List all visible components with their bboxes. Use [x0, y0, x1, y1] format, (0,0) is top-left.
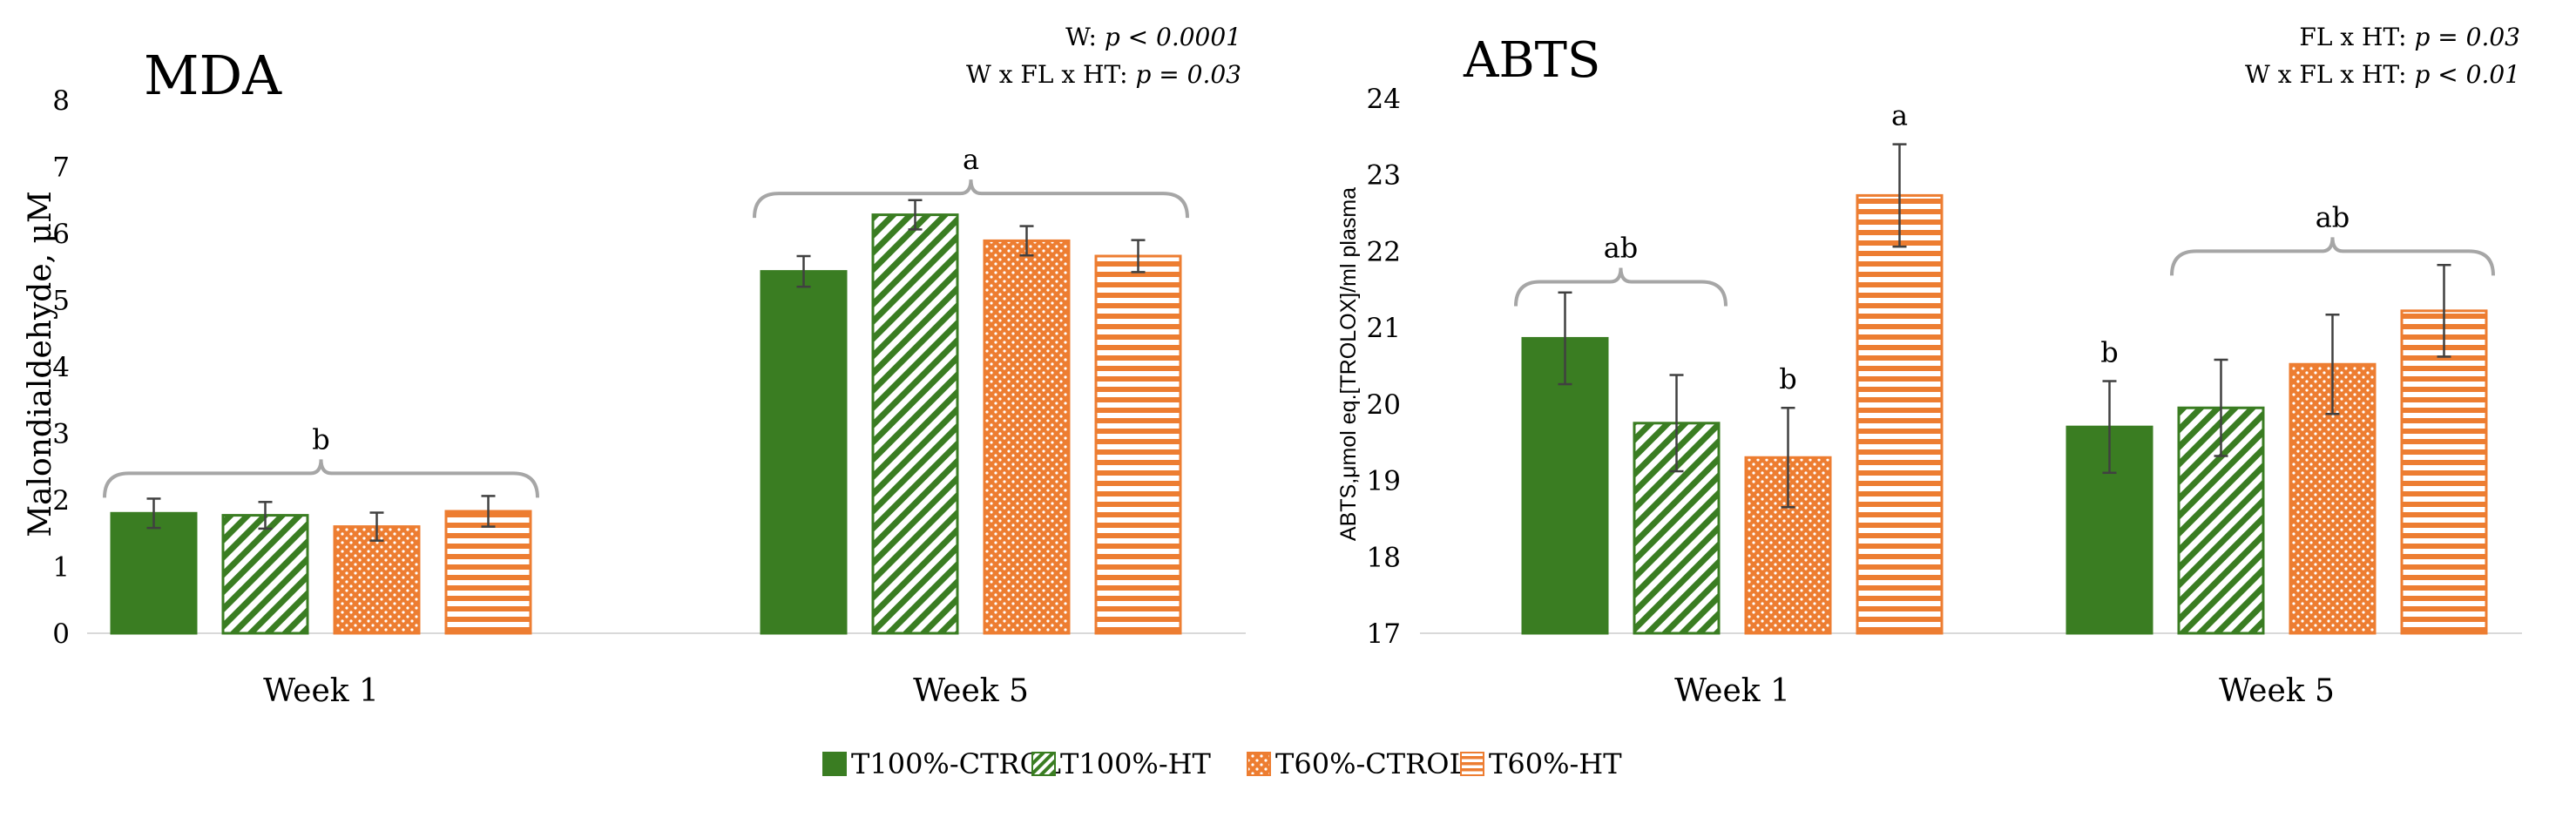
y-tick-label: 8 [52, 85, 70, 117]
y-tick-label: 24 [1367, 84, 1401, 115]
bars [110, 213, 1182, 635]
legend-swatch [822, 752, 847, 776]
error-bar [2214, 358, 2228, 457]
bar-t60-ctrol-week-5 [983, 239, 1071, 635]
bar-t100-ht-week-5 [871, 213, 959, 635]
stats-line-2: W x FL x HT: p < 0.01 [2245, 60, 2520, 89]
y-tick-label: 23 [1367, 160, 1401, 192]
legend-label: T60%-CTROL [1275, 747, 1468, 780]
y-tick-label: 1 [52, 552, 70, 584]
error-bar [369, 511, 384, 542]
significance-bracket: ab [1514, 232, 1727, 307]
chart-title: MDA [144, 44, 282, 107]
x-category-label: Week 1 [263, 673, 379, 709]
y-tick-label: 3 [52, 419, 70, 450]
error-bar [1019, 225, 1034, 257]
stats-line-1: W: p < 0.0001 [1065, 23, 1241, 51]
error-bar [258, 501, 273, 530]
error-bar [1558, 291, 1572, 386]
error-bar [2102, 380, 2117, 475]
legend-swatch [1247, 752, 1271, 776]
error-bar [146, 497, 161, 530]
legend-label: T100%-HT [1060, 747, 1212, 780]
bracket-letter: a [963, 143, 979, 176]
bar-t100-ctrol-week-1 [110, 511, 198, 635]
y-tick-label: 19 [1367, 466, 1401, 497]
y-tick-label: 6 [52, 219, 70, 250]
bar-t60-ht-week-1 [444, 510, 532, 635]
y-axis-label: ABTS,μmol eq.[TROLOX]/ml plasma [1336, 187, 1361, 541]
error-bar [1131, 239, 1146, 274]
y-axis-label: Malondialdehyde, μM [23, 191, 58, 537]
error-bar [1669, 374, 1684, 473]
significance-bracket: ab [2170, 200, 2495, 276]
bar-letter: b [2100, 336, 2118, 369]
significance-brackets: ab ab [1514, 200, 2495, 307]
x-axis-categories: Week 1 Week 5 [263, 673, 1029, 709]
bar-t60-ctrol-week-1 [333, 525, 421, 635]
error-bar [1781, 406, 1795, 509]
legend-item: T60%-CTROL [1247, 747, 1468, 780]
legend-label: T100%-CTROL [851, 747, 1061, 780]
y-axis-ticks: 17 18 19 20 21 22 23 24 [1367, 84, 1401, 650]
y-tick-label: 22 [1367, 236, 1401, 267]
stats-line-2: W x FL x HT: p = 0.03 [966, 60, 1241, 89]
bars [1521, 193, 2488, 635]
bar-t60-ht-week-5 [1094, 254, 1182, 635]
y-tick-label: 0 [52, 618, 70, 650]
legend-item: T100%-HT [1031, 747, 1212, 780]
error-bar [1892, 143, 1907, 248]
abts-chart: ABTS FL x HT: p = 0.03 W x FL x HT: p < … [1336, 23, 2522, 709]
error-bars [1558, 143, 2451, 509]
error-bars [146, 199, 1146, 542]
significance-bracket: a [753, 143, 1189, 219]
y-tick-label: 2 [52, 485, 70, 517]
y-tick-label: 5 [52, 286, 70, 317]
legend-item: T60%-HT [1460, 747, 1622, 780]
y-tick-label: 4 [52, 352, 70, 383]
bar-letter: a [1891, 99, 1908, 132]
bar-t100-ht-week-1 [221, 514, 309, 635]
significance-bracket: b [103, 422, 539, 498]
significance-brackets: ba [103, 143, 1189, 498]
mda-chart: MDA W: p < 0.0001 W x FL x HT: p = 0.03 … [23, 23, 1246, 709]
bracket-letter: ab [2316, 200, 2350, 233]
bar-letter: b [1779, 362, 1796, 395]
error-bar [2325, 313, 2340, 415]
bar-letter-labels: a b b [1779, 99, 2118, 396]
stats-line-1: FL x HT: p = 0.03 [2299, 23, 2520, 51]
bar-t100-ctrol-week-1 [1521, 336, 1609, 635]
error-bar [481, 495, 496, 528]
y-tick-label: 20 [1367, 389, 1401, 421]
bracket-letter: ab [1604, 232, 1639, 265]
y-tick-label: 21 [1367, 313, 1401, 344]
chart-title: ABTS [1463, 32, 1600, 89]
bar-t60-ht-week-5 [2400, 309, 2488, 635]
legend-swatch [1460, 752, 1484, 776]
x-category-label: Week 1 [1674, 673, 1790, 709]
y-axis-ticks: 0 1 2 3 4 5 6 7 8 [52, 85, 70, 650]
y-tick-label: 18 [1367, 542, 1401, 573]
bar-t100-ctrol-week-5 [760, 270, 848, 635]
x-category-label: Week 5 [2219, 673, 2335, 709]
x-axis-categories: Week 1 Week 5 [1674, 673, 2335, 709]
bar-t60-ht-week-1 [1856, 193, 1944, 635]
error-bar [796, 254, 811, 288]
legend-item: T100%-CTROL [822, 747, 1061, 780]
y-tick-label: 17 [1367, 618, 1401, 650]
bracket-letter: b [312, 422, 329, 456]
legend-label: T60%-HT [1489, 747, 1622, 780]
legend-swatch [1031, 752, 1056, 776]
x-category-label: Week 5 [913, 673, 1029, 709]
error-bar [2437, 263, 2451, 358]
y-tick-label: 7 [52, 152, 70, 184]
error-bar [908, 199, 923, 231]
